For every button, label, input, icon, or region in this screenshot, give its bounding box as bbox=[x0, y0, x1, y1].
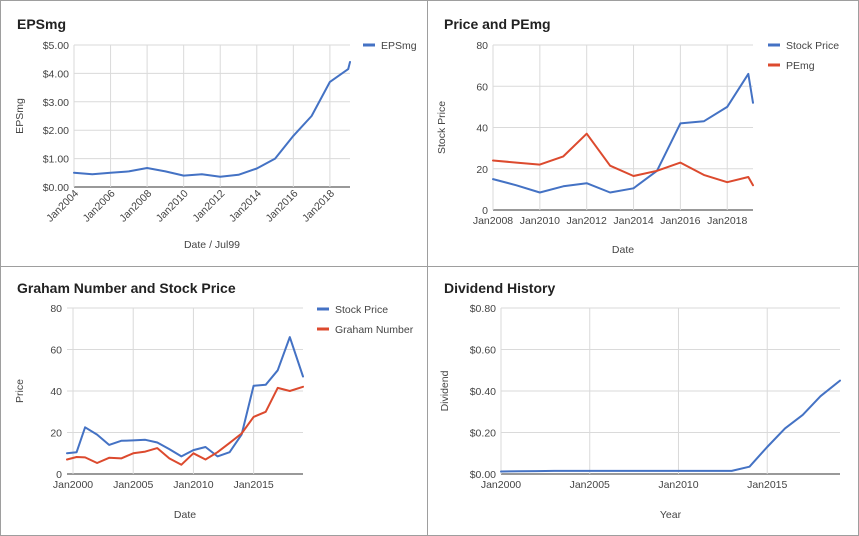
pemg-series-line bbox=[492, 132, 754, 187]
x-tick-label: Jan2010 bbox=[154, 188, 191, 225]
y-tick-label: $0.00 bbox=[470, 469, 496, 481]
x-tick-label: Jan2012 bbox=[567, 215, 607, 227]
graham-number-chart-svg: Graham Number and Stock Price 0 20 40 60 80 Ja… bbox=[14, 280, 414, 521]
y-tick-label: 0 bbox=[56, 469, 62, 481]
x-tick-label: Jan2010 bbox=[658, 479, 698, 491]
chart-title: Dividend History bbox=[444, 280, 555, 296]
x-tick-label: Jan2018 bbox=[300, 188, 337, 225]
dividend-history-chart-svg: Dividend History $0.00 $0.20 $0.40 $0.60 $0.8… bbox=[439, 280, 841, 521]
y-axis-title: Stock Price bbox=[436, 101, 448, 154]
x-tick-label: Jan2012 bbox=[190, 188, 227, 225]
x-tick-label: Jan2016 bbox=[263, 188, 300, 225]
stock-price-legend-label: Stock Price bbox=[335, 304, 388, 316]
y-tick-label: $0.40 bbox=[470, 386, 496, 398]
x-tick-label: Jan2008 bbox=[473, 215, 513, 227]
x-tick-label: Jan2015 bbox=[747, 479, 787, 491]
y-axis-title: Price bbox=[14, 379, 26, 403]
y-tick-label: $3.00 bbox=[43, 97, 69, 109]
x-axis-title: Date bbox=[174, 509, 196, 521]
y-tick-label: $5.00 bbox=[43, 40, 69, 52]
y-tick-label: $0.20 bbox=[470, 428, 496, 440]
x-tick-label: Jan2014 bbox=[613, 215, 653, 227]
y-axis-title: EPSmg bbox=[14, 98, 26, 134]
y-tick-label: 60 bbox=[50, 345, 62, 357]
x-tick-label: Jan2015 bbox=[233, 479, 273, 491]
y-tick-label: $0.60 bbox=[470, 345, 496, 357]
chart-panel-epsmg: EPSmg $0.00 $1.00 $2.00 $3.00 $4.00 $5.00 Jan20… bbox=[0, 0, 428, 267]
chart-panel-dividend-history: Dividend History $0.00 $0.20 $0.40 $0.60 $0.8… bbox=[427, 266, 859, 536]
chart-title: Graham Number and Stock Price bbox=[17, 280, 236, 296]
graham-number-series-line bbox=[66, 385, 304, 466]
x-tick-label: Jan2014 bbox=[227, 188, 264, 225]
x-tick-label: Jan2000 bbox=[53, 479, 93, 491]
x-axis-title: Year bbox=[660, 509, 682, 521]
x-tick-label: Jan2005 bbox=[570, 479, 610, 491]
stock-price-series-line bbox=[66, 336, 304, 458]
price-and-pemg-chart-svg: Price and PEmg 0 20 40 60 80 Jan2008 Jan2010 Jan… bbox=[436, 16, 839, 256]
series-series-line bbox=[500, 379, 841, 473]
x-tick-label: Jan2000 bbox=[481, 479, 521, 491]
y-tick-label: $0.00 bbox=[43, 182, 69, 194]
x-tick-label: Jan2005 bbox=[113, 479, 153, 491]
y-tick-label: $4.00 bbox=[43, 68, 69, 80]
x-tick-label: Jan2018 bbox=[707, 215, 747, 227]
y-tick-label: $1.00 bbox=[43, 154, 69, 166]
x-tick-label: Jan2008 bbox=[117, 188, 154, 225]
y-tick-label: $2.00 bbox=[43, 125, 69, 137]
chart-title: Price and PEmg bbox=[444, 16, 551, 32]
x-tick-label: Jan2010 bbox=[520, 215, 560, 227]
chart-title: EPSmg bbox=[17, 16, 66, 32]
epsmg-legend-label: EPSmg bbox=[381, 40, 417, 52]
stock-price-series-line bbox=[492, 72, 754, 194]
pemg-legend-label: PEmg bbox=[786, 60, 815, 72]
epsmg-chart-svg: EPSmg $0.00 $1.00 $2.00 $3.00 $4.00 $5.00 Jan20… bbox=[14, 16, 417, 251]
graham-number-legend-label: Graham Number bbox=[335, 324, 414, 336]
y-axis-title: Dividend bbox=[439, 370, 451, 411]
x-tick-label: Jan2006 bbox=[81, 188, 118, 225]
y-tick-label: 80 bbox=[476, 40, 488, 52]
y-tick-label: 20 bbox=[50, 428, 62, 440]
y-tick-label: 80 bbox=[50, 303, 62, 315]
chart-panel-price-and-pemg: Price and PEmg 0 20 40 60 80 Jan2008 Jan2010 Jan… bbox=[427, 0, 859, 267]
y-tick-label: $0.80 bbox=[470, 303, 496, 315]
x-tick-label: Jan2016 bbox=[660, 215, 700, 227]
x-axis-title: Date bbox=[612, 244, 634, 256]
x-axis-title: Date / Jul99 bbox=[184, 239, 240, 251]
y-tick-label: 20 bbox=[476, 164, 488, 176]
chart-panel-graham-number: Graham Number and Stock Price 0 20 40 60 80 Ja… bbox=[0, 266, 428, 536]
y-tick-label: 60 bbox=[476, 81, 488, 93]
epsmg-series-line bbox=[73, 61, 351, 178]
y-tick-label: 40 bbox=[50, 386, 62, 398]
y-tick-label: 40 bbox=[476, 123, 488, 135]
stock-price-legend-label: Stock Price bbox=[786, 40, 839, 52]
y-tick-label: 0 bbox=[482, 205, 488, 217]
x-tick-label: Jan2010 bbox=[173, 479, 213, 491]
